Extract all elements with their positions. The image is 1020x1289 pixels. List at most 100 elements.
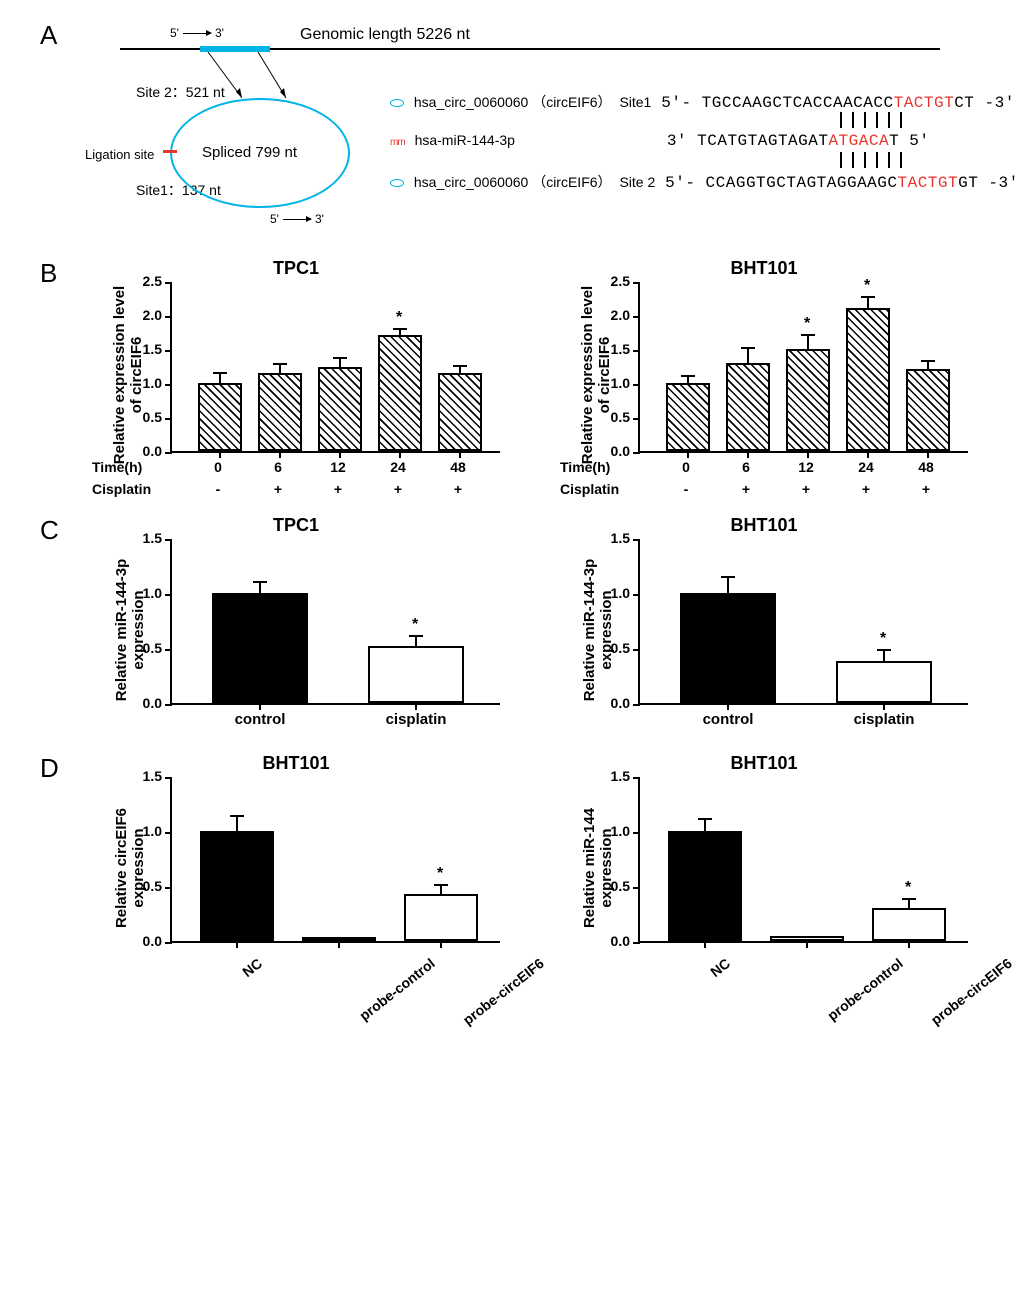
x-label: cisplatin	[854, 711, 915, 728]
mir-name: hsa-miR-144-3p	[415, 132, 515, 148]
significance-star: *	[437, 865, 443, 883]
ytick-label: 0.5	[611, 640, 630, 656]
panel-c-label: C	[40, 515, 59, 546]
time-label: 24	[836, 459, 896, 475]
significance-star: *	[864, 277, 870, 295]
panel-a-label: A	[40, 20, 57, 51]
bar	[258, 373, 302, 451]
five-to-three-bottom: 5' 3'	[270, 212, 324, 226]
ytick-label: 0.5	[611, 409, 630, 425]
ytick-label: 1.0	[611, 375, 630, 391]
diag-arrows-icon	[190, 50, 310, 105]
bar	[726, 363, 770, 451]
genomic-length: Genomic length 5226 nt	[300, 26, 470, 44]
cisplatin-label: +	[248, 481, 308, 497]
ytick-label: 2.5	[143, 273, 162, 289]
bar	[906, 369, 950, 451]
oval-icon	[390, 99, 404, 107]
site2-post: GT -3'	[958, 174, 1019, 192]
time-label: 12	[308, 459, 368, 475]
three-label: 3'	[215, 26, 224, 40]
seq-site2-row: hsa_circ_0060060 （circEIF6） Site 2 5'- C…	[390, 172, 1019, 192]
bar	[368, 646, 464, 703]
cisplatin-label: +	[836, 481, 896, 497]
cisplatin-lead: Cisplatin	[560, 481, 638, 497]
ytick-label: 0.5	[143, 640, 162, 656]
bar	[668, 831, 742, 941]
five-label-b: 5'	[270, 212, 279, 226]
seq-mir-row: mm hsa-miR-144-3p 3' TCATGTAGTAGATATGACA…	[390, 132, 929, 150]
cisplatin-label: -	[188, 481, 248, 497]
y-axis-label: Relative miR-144expression	[581, 793, 615, 943]
bar	[872, 908, 946, 941]
three-label-b: 3'	[315, 212, 324, 226]
panel-a: A 5' 3' Genomic length 5226 nt Site 2：52…	[40, 20, 980, 240]
time-label: 0	[188, 459, 248, 475]
ytick-label: 0.0	[611, 933, 630, 949]
panel-d-label: D	[40, 753, 59, 784]
bar	[404, 894, 478, 941]
bar	[212, 593, 308, 703]
panel-c: C TPC1Relative miR-144-3pexpression0.00.…	[40, 515, 980, 735]
ytick-label: 1.5	[611, 530, 630, 546]
time-label: 48	[896, 459, 956, 475]
five-label: 5'	[170, 26, 179, 40]
ytick-label: 2.0	[143, 307, 162, 323]
cisplatin-label: +	[368, 481, 428, 497]
circ-name-2: hsa_circ_0060060 （circEIF6）	[414, 174, 612, 190]
ytick-label: 1.5	[143, 341, 162, 357]
cisplatin-label: +	[896, 481, 956, 497]
bar	[378, 335, 422, 451]
ytick-label: 0.0	[143, 443, 162, 459]
red-mark-icon: mm	[390, 137, 405, 148]
time-label: 0	[656, 459, 716, 475]
cisplatin-lead: Cisplatin	[92, 481, 170, 497]
time-label: 6	[716, 459, 776, 475]
bar	[198, 383, 242, 451]
significance-star: *	[804, 315, 810, 333]
ytick-label: 1.0	[611, 823, 630, 839]
bar	[318, 367, 362, 451]
bar-chart: BHT101Relative miR-144expression0.00.51.…	[560, 753, 968, 1033]
bar-chart: TPC1Relative expression levelof circEIF6…	[92, 258, 500, 497]
ytick-label: 0.0	[611, 443, 630, 459]
site2-red: TACTGT	[897, 174, 958, 192]
bar-chart: TPC1Relative miR-144-3pexpression0.00.51…	[92, 515, 500, 735]
ytick-label: 0.5	[143, 409, 162, 425]
y-axis-label: Relative expression levelof circEIF6	[111, 285, 145, 465]
cisplatin-label: +	[716, 481, 776, 497]
bar	[438, 373, 482, 451]
ligation-label: Ligation site	[85, 147, 154, 162]
ytick-label: 0.5	[143, 878, 162, 894]
bonds-bottom-icon	[840, 152, 902, 168]
site1-pre: 5'- TGCCAAGCTCACCAACACC	[661, 94, 893, 112]
bar-chart: BHT101Relative expression levelof circEI…	[560, 258, 968, 497]
bar	[846, 308, 890, 451]
cisplatin-label: +	[776, 481, 836, 497]
ytick-label: 1.0	[143, 585, 162, 601]
ytick-label: 1.5	[143, 768, 162, 784]
ytick-label: 1.0	[611, 585, 630, 601]
bar	[200, 831, 274, 941]
site1-post: CT -3'	[954, 94, 1015, 112]
ytick-label: 0.5	[611, 878, 630, 894]
y-axis-label: Relative miR-144-3pexpression	[581, 550, 615, 710]
seq-site1-row: hsa_circ_0060060 （circEIF6） Site1 5'- TG…	[390, 92, 1015, 112]
bar-chart: BHT101Relative circEIF6expression0.00.51…	[92, 753, 500, 1033]
ytick-label: 2.5	[611, 273, 630, 289]
site1-red: TACTGT	[894, 94, 955, 112]
spliced-label: Spliced 799 nt	[202, 144, 297, 161]
mir-pre: 3' TCATGTAGTAGAT	[667, 132, 829, 150]
oval-icon-2	[390, 179, 404, 187]
bar	[836, 661, 932, 703]
bar-chart: BHT101Relative miR-144-3pexpression0.00.…	[560, 515, 968, 735]
circ-name: hsa_circ_0060060 （circEIF6）	[414, 94, 612, 110]
ytick-label: 2.0	[611, 307, 630, 323]
y-axis-label: Relative expression levelof circEIF6	[579, 285, 613, 465]
ytick-label: 1.5	[611, 768, 630, 784]
bar	[786, 349, 830, 451]
ytick-label: 0.0	[143, 933, 162, 949]
ytick-label: 0.0	[611, 695, 630, 711]
significance-star: *	[880, 630, 886, 648]
cisplatin-label: +	[428, 481, 488, 497]
